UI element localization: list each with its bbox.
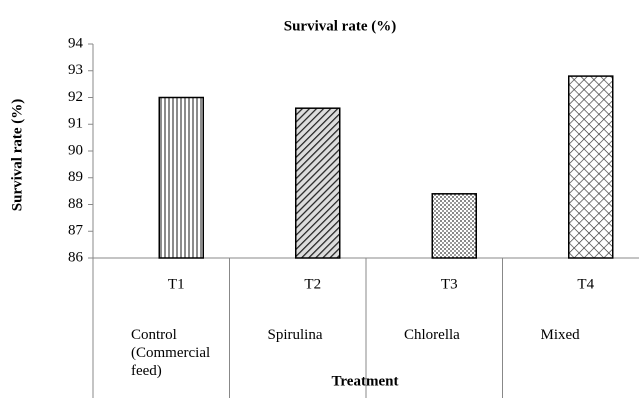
y-tick-label: 90	[68, 142, 83, 158]
y-tick-label: 93	[68, 62, 83, 78]
y-tick-label: 87	[68, 223, 84, 239]
bar	[431, 193, 477, 259]
x-tick-label: T1	[168, 276, 185, 292]
x-axis-label: Treatment	[332, 373, 399, 389]
bar	[568, 75, 614, 259]
category-description: Chlorella	[404, 327, 460, 343]
category-description-box: Control (Commercial feed)	[131, 327, 211, 379]
chart-title: Survival rate (%)	[284, 18, 396, 34]
x-tick-label: T3	[441, 276, 458, 292]
y-tick-label: 94	[68, 35, 84, 51]
category-description-box: Spirulina	[267, 327, 323, 343]
bar	[158, 96, 204, 259]
y-tick-label: 92	[68, 89, 83, 105]
x-tick-label: T2	[304, 276, 321, 292]
y-tick-label: 89	[68, 169, 83, 185]
y-axis-label: Survival rate (%)	[9, 99, 25, 211]
x-tick-label: T4	[577, 276, 594, 292]
bar	[295, 107, 341, 259]
y-tick-label: 86	[68, 249, 84, 265]
category-description: Spirulina	[267, 327, 323, 343]
category-description: Mixed	[540, 327, 580, 343]
category-description-box: Chlorella	[404, 327, 460, 343]
y-tick-label: 88	[68, 196, 83, 212]
category-description-box: Mixed	[540, 327, 580, 343]
y-tick-label: 91	[68, 116, 83, 132]
category-description: Control (Commercial feed)	[131, 327, 211, 379]
